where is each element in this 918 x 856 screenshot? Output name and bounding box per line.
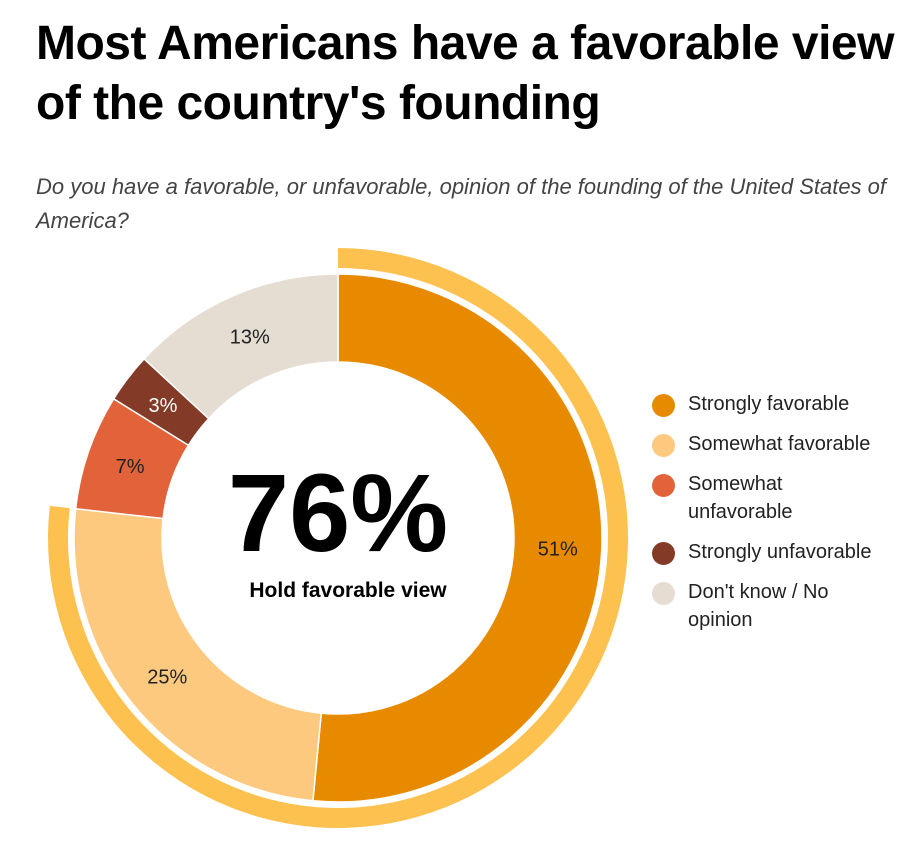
- legend-item-strongly-unfavorable: Strongly unfavorable: [652, 538, 912, 566]
- center-total-caption: Hold favorable view: [249, 579, 447, 602]
- legend-item-somewhat-unfavorable: Somewhat unfavorable: [652, 470, 912, 526]
- slice-label-strongly-unfavorable: 3%: [148, 395, 177, 417]
- legend-label: Somewhat favorable: [688, 433, 871, 455]
- slice-label-don-t-know-no-opinion: 13%: [230, 326, 270, 348]
- donut-slices: [73, 273, 603, 803]
- slice-strongly-favorable: [312, 273, 603, 803]
- legend-label: Strongly unfavorable: [688, 541, 872, 563]
- slice-somewhat-favorable: [73, 507, 323, 802]
- legend-label: Don't know / No opinion: [688, 581, 829, 631]
- chart-title: Most Americans have a favorable view of …: [36, 17, 894, 130]
- legend: Strongly favorable Somewhat favorable Some…: [652, 390, 912, 646]
- legend-swatch: [652, 582, 675, 605]
- slice-don-t-know-no-opinion: [143, 273, 339, 420]
- center-total-value: 76%: [228, 452, 448, 575]
- legend-label: Strongly favorable: [688, 393, 850, 415]
- legend-swatch: [652, 434, 675, 457]
- legend-item-don-t-know-no-opinion: Don't know / No opinion: [652, 578, 912, 634]
- legend-label: Somewhat unfavorable: [688, 473, 793, 523]
- slice-label-somewhat-unfavorable: 7%: [116, 456, 145, 478]
- slice-label-strongly-favorable: 51%: [538, 538, 578, 560]
- legend-swatch: [652, 474, 675, 497]
- legend-item-somewhat-favorable: Somewhat favorable: [652, 430, 912, 458]
- chart-subtitle: Do you have a favorable, or unfavorable,…: [36, 174, 887, 233]
- slice-labels: 51% 25% 7% 3% 13%: [116, 326, 578, 688]
- slice-label-somewhat-favorable: 25%: [147, 667, 187, 689]
- legend-swatch: [652, 542, 675, 565]
- legend-item-strongly-favorable: Strongly favorable: [652, 390, 912, 418]
- legend-swatch: [652, 394, 675, 417]
